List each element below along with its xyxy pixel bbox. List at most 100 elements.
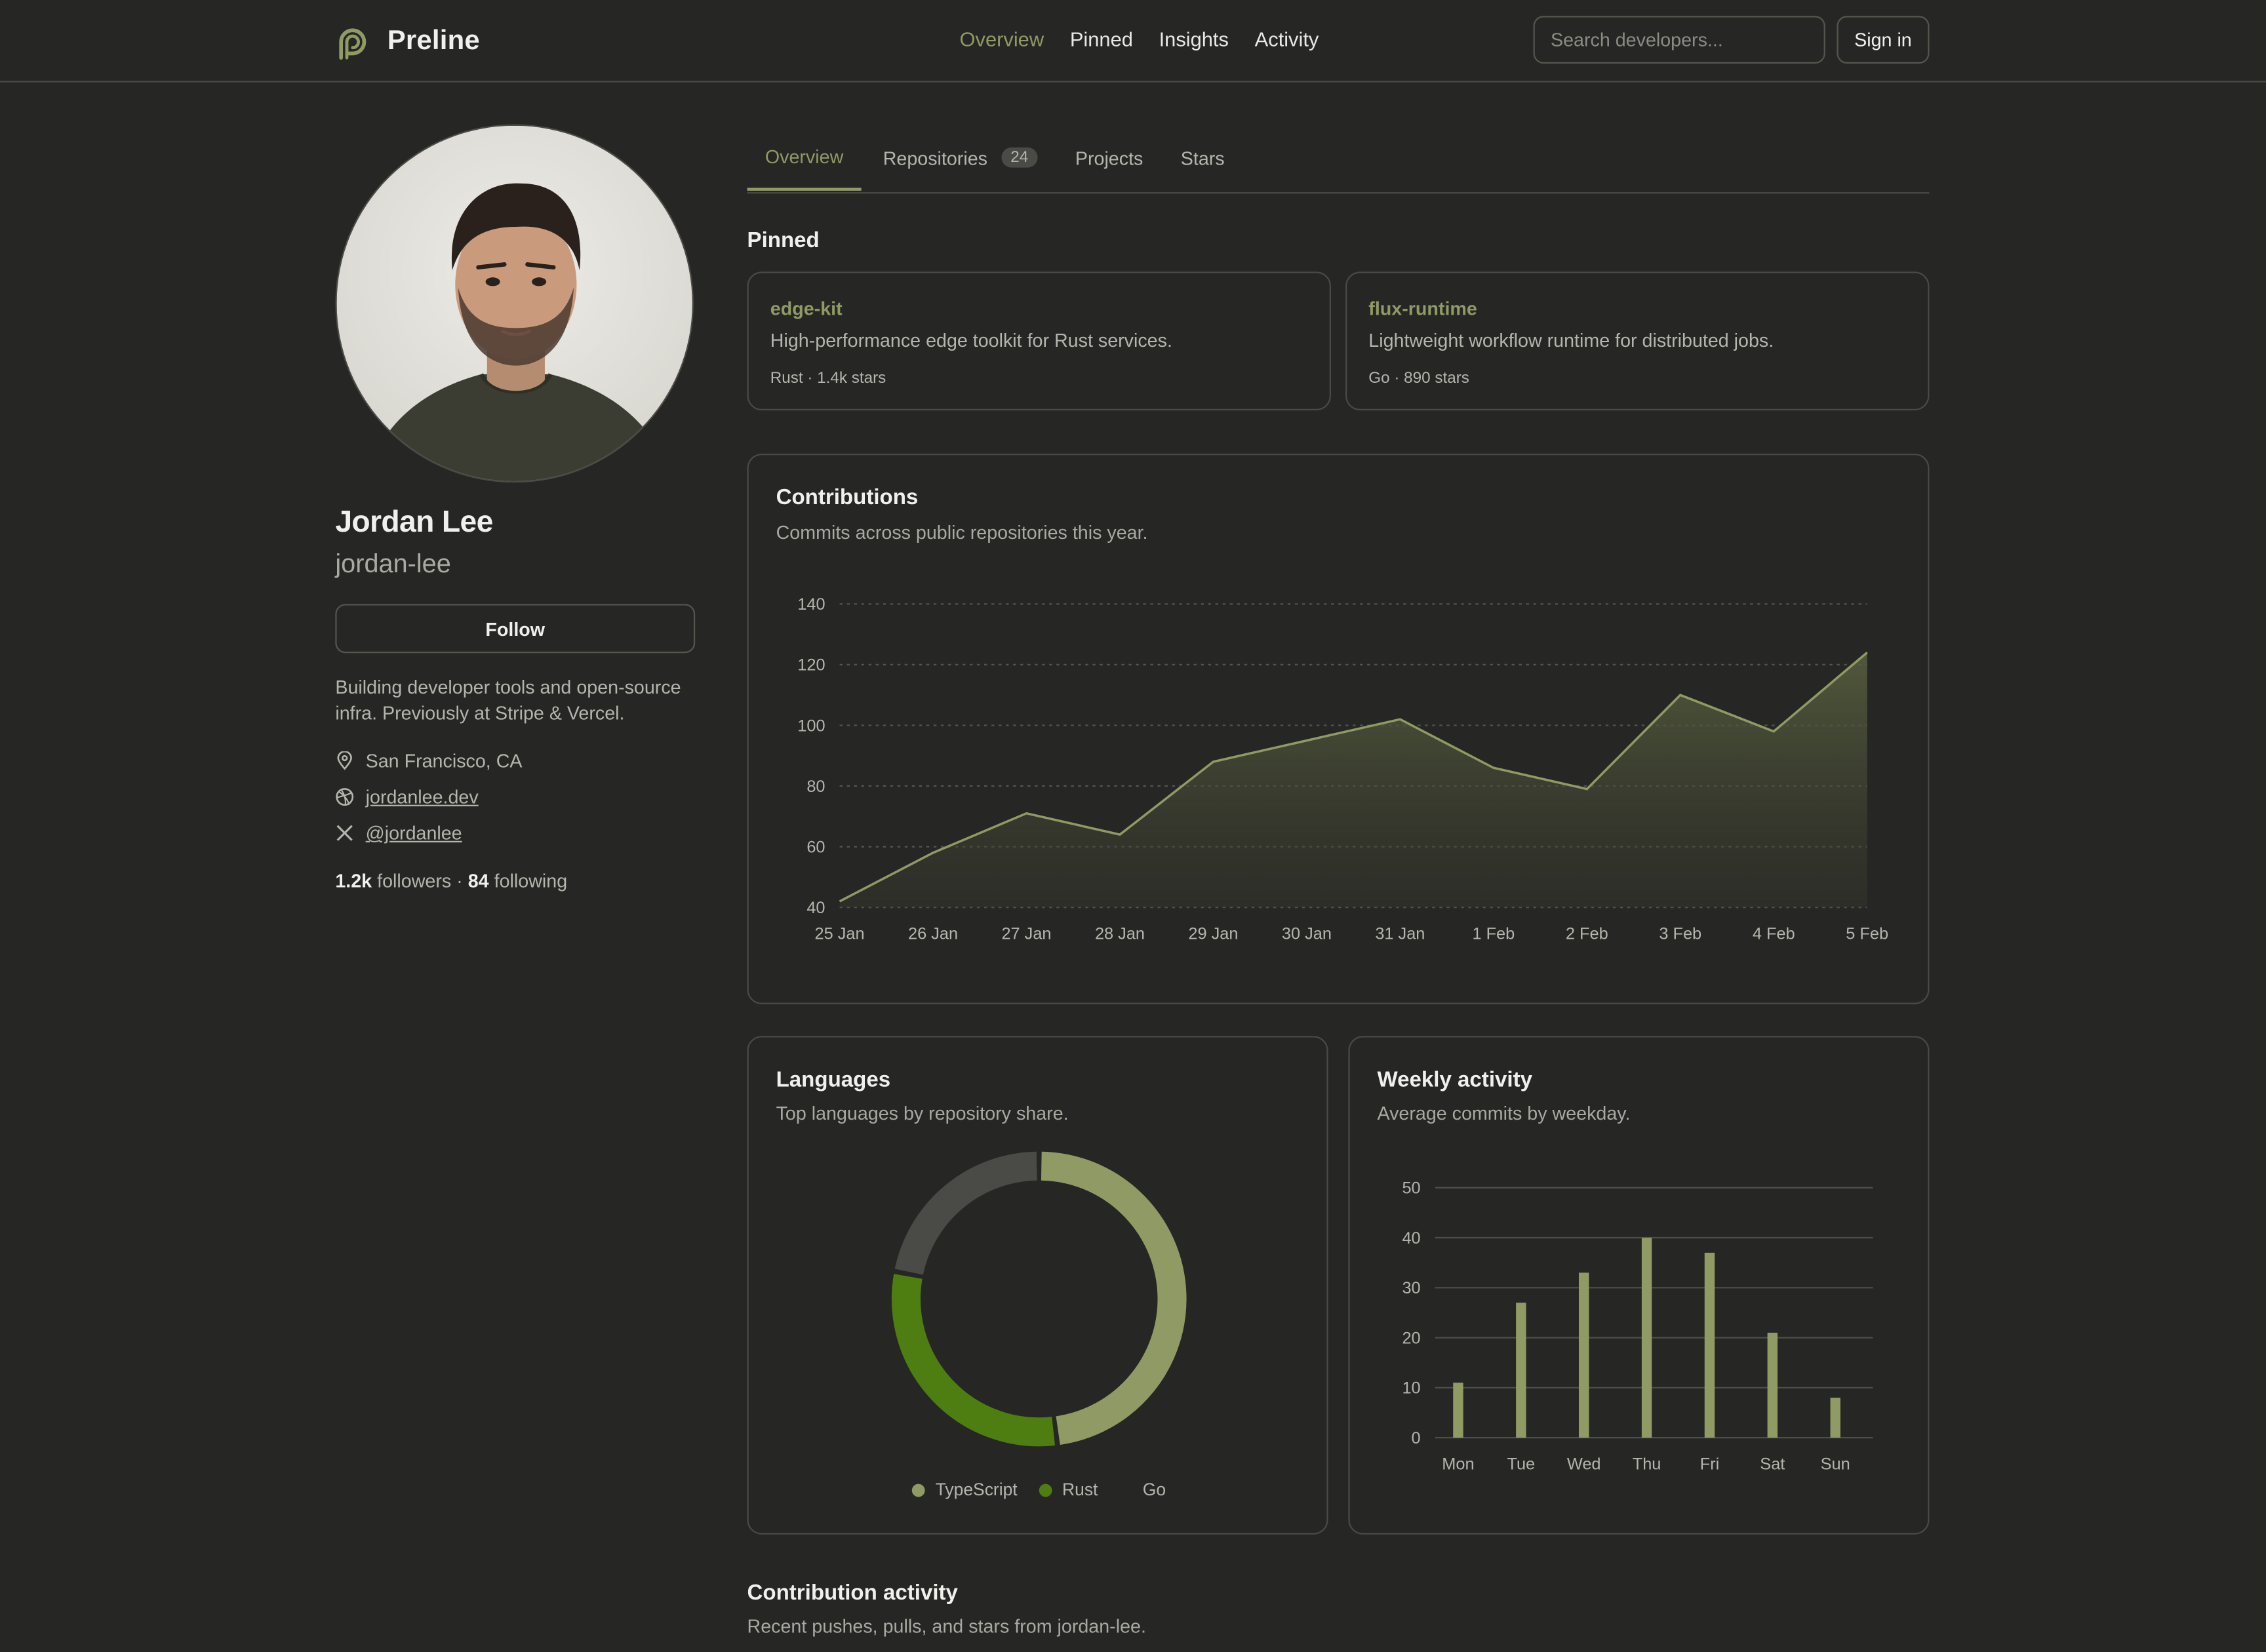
profile-tabs: Overview Repositories 24 Projects Stars: [747, 125, 1930, 194]
x-tick-label: Wed: [1567, 1455, 1601, 1474]
dribbble-icon: [336, 788, 354, 806]
slice-rust: [891, 1274, 1055, 1447]
y-tick-label: 80: [806, 777, 825, 796]
slice-typescript: [1041, 1151, 1187, 1445]
y-tick-label: 40: [1402, 1229, 1420, 1248]
contributions-subtitle: Commits across public repositories this …: [776, 521, 1148, 543]
x-tick-label: Fri: [1700, 1455, 1720, 1474]
legend-swatch: [1039, 1483, 1052, 1497]
legend-swatch: [1119, 1484, 1132, 1497]
location-row: San Francisco, CA: [335, 749, 523, 772]
x-tick-label: 25 Jan: [815, 925, 865, 943]
brand[interactable]: Preline: [334, 23, 480, 60]
x-tick-label: 5 Feb: [1846, 925, 1888, 943]
nav-overview[interactable]: Overview: [959, 27, 1044, 51]
y-tick-label: 0: [1412, 1429, 1421, 1447]
sign-in-button[interactable]: Sign in: [1837, 16, 1930, 64]
languages-card: Languages Top languages by repository sh…: [747, 1036, 1328, 1535]
tab-stars[interactable]: Stars: [1181, 125, 1225, 191]
weekly-subtitle: Average commits by weekday.: [1377, 1102, 1631, 1124]
follow-button[interactable]: Follow: [335, 604, 696, 654]
twitter-row: @jordanlee: [335, 822, 462, 844]
x-tick-label: 26 Jan: [908, 925, 958, 943]
repo-meta: Rust · 1.4k stars: [770, 370, 886, 387]
x-tick-label: 30 Jan: [1282, 925, 1332, 943]
brand-name: Preline: [387, 26, 480, 56]
nav-insights[interactable]: Insights: [1159, 27, 1229, 51]
tab-projects-label: Projects: [1075, 146, 1143, 168]
x-tick-label: 3 Feb: [1659, 925, 1701, 943]
tab-repositories-label: Repositories: [883, 146, 987, 168]
legend-swatch: [912, 1483, 926, 1497]
legend-label: Rust: [1062, 1479, 1098, 1500]
tab-overview[interactable]: Overview: [747, 125, 862, 191]
bar-thu: [1641, 1238, 1652, 1438]
contributions-line: [839, 652, 1868, 903]
repo-meta: Go · 890 stars: [1368, 370, 1469, 387]
legend-item: TypeScript: [912, 1479, 1018, 1500]
legend-label: Go: [1142, 1479, 1166, 1500]
follow-stats: 1.2k followers · 84 following: [335, 870, 567, 892]
map-pin-icon: [337, 751, 352, 770]
x-tick-label: Sun: [1821, 1455, 1850, 1474]
y-tick-label: 50: [1402, 1179, 1420, 1198]
contributions-card: Contributions Commits across public repo…: [747, 454, 1930, 1004]
nav-pinned[interactable]: Pinned: [1069, 27, 1133, 51]
search-input[interactable]: [1533, 16, 1825, 64]
activity-subtitle: Recent pushes, pulls, and stars from jor…: [747, 1615, 1146, 1638]
x-tick-label: 28 Jan: [1095, 925, 1145, 943]
preline-logo-icon: [339, 28, 367, 60]
bar-mon: [1453, 1383, 1463, 1438]
repo-name[interactable]: edge-kit: [770, 298, 843, 320]
y-tick-label: 60: [806, 838, 825, 856]
bar-tue: [1516, 1303, 1526, 1438]
tab-projects[interactable]: Projects: [1075, 125, 1143, 191]
repositories-count-badge: 24: [1002, 147, 1037, 168]
contributions-area: [839, 652, 1867, 908]
y-tick-label: 120: [797, 656, 825, 675]
weekly-title: Weekly activity: [1377, 1067, 1533, 1093]
y-tick-label: 20: [1402, 1329, 1420, 1347]
y-tick-label: 140: [797, 595, 825, 614]
x-tick-label: 4 Feb: [1753, 925, 1795, 943]
pinned-repo-card[interactable]: flux-runtime Lightweight workflow runtim…: [1345, 271, 1930, 410]
x-tick-label: 29 Jan: [1188, 925, 1238, 943]
activity-title: Contribution activity: [747, 1581, 958, 1605]
tab-stars-label: Stars: [1180, 146, 1225, 168]
bar-wed: [1578, 1272, 1589, 1438]
weekly-activity-card: Weekly activity Average commits by weekd…: [1348, 1036, 1930, 1535]
y-tick-label: 10: [1402, 1379, 1420, 1398]
repo-description: Lightweight workflow runtime for distrib…: [1368, 329, 1774, 351]
pinned-repo-card[interactable]: edge-kit High-performance edge toolkit f…: [747, 271, 1331, 410]
twitter-link[interactable]: @jordanlee: [365, 822, 462, 844]
website-row: jordanlee.dev: [335, 786, 479, 808]
x-tick-label: Sat: [1760, 1455, 1785, 1474]
slice-go: [894, 1151, 1037, 1275]
repo-name[interactable]: flux-runtime: [1368, 298, 1477, 320]
contributions-title: Contributions: [776, 485, 919, 511]
repo-description: High-performance edge toolkit for Rust s…: [770, 329, 1172, 351]
following-label: following: [494, 869, 568, 892]
location-text: San Francisco, CA: [365, 749, 523, 772]
nav-activity[interactable]: Activity: [1254, 27, 1319, 51]
x-logo-icon: [336, 825, 353, 841]
languages-title: Languages: [776, 1067, 891, 1093]
pinned-title: Pinned: [747, 228, 820, 253]
followers-label: followers: [377, 869, 452, 892]
profile-handle: jordan-lee: [335, 549, 451, 578]
website-link[interactable]: jordanlee.dev: [365, 786, 479, 808]
y-tick-label: 100: [797, 717, 825, 735]
y-tick-label: 40: [806, 899, 825, 917]
avatar: [335, 124, 694, 483]
languages-donut-chart: [891, 1151, 1187, 1447]
avatar-portrait: [336, 125, 692, 481]
languages-subtitle: Top languages by repository share.: [776, 1102, 1069, 1124]
legend-label: TypeScript: [935, 1479, 1018, 1500]
main-nav: Overview Pinned Insights Activity: [960, 28, 1345, 50]
bar-fri: [1704, 1252, 1715, 1438]
following-count: 84: [467, 869, 489, 892]
bar-sun: [1830, 1398, 1840, 1438]
tab-repositories[interactable]: Repositories 24: [883, 125, 1037, 191]
legend-item: Go: [1119, 1480, 1166, 1500]
bar-sat: [1767, 1332, 1778, 1438]
